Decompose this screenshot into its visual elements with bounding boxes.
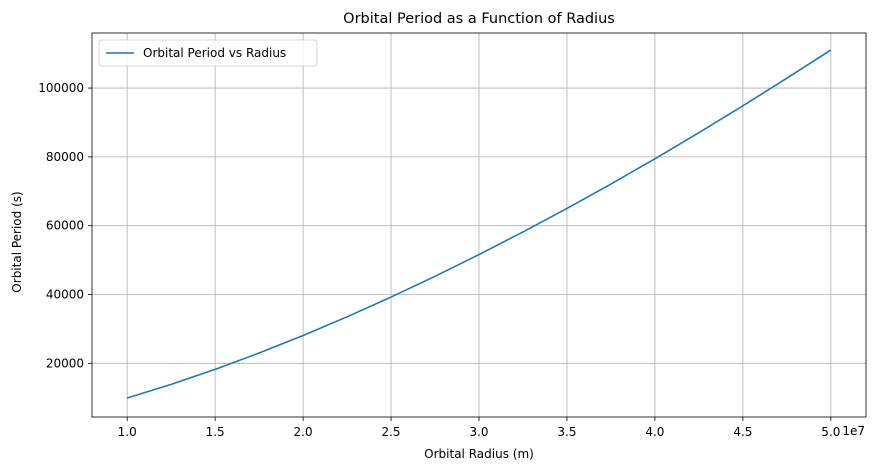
y-axis-label: Orbital Period (s): [10, 191, 24, 292]
chart-title: Orbital Period as a Function of Radius: [343, 11, 615, 27]
y-tick-label: 20000: [46, 356, 84, 370]
legend: Orbital Period vs Radius: [98, 39, 318, 67]
x-tick-label: 3.0: [469, 425, 488, 439]
x-tick-label: 5.0: [821, 425, 840, 439]
y-tick-label: 60000: [46, 219, 84, 233]
series-layer: [126, 49, 832, 399]
tick-marks: 1.0 1.5 2.0 2.5 3.0 3.5 4.0 4.5 5.0 20000 40000 600…: [38, 81, 840, 439]
legend-label: Orbital Period vs Radius: [143, 46, 286, 60]
series-line: [126, 49, 832, 399]
x-tick-label: 2.0: [294, 425, 313, 439]
y-tick-label: 100000: [38, 81, 84, 95]
legend-box: [98, 39, 318, 67]
y-tick-label: 40000: [46, 288, 84, 302]
x-tick-label: 4.5: [733, 425, 752, 439]
y-tick-label: 80000: [46, 150, 84, 164]
x-axis-offset-label: 1e7: [842, 424, 865, 438]
x-tick-label: 2.5: [381, 425, 400, 439]
x-tick-label: 3.5: [557, 425, 576, 439]
grid-lines: [92, 33, 866, 417]
x-axis-label: Orbital Radius (m): [424, 447, 534, 461]
x-tick-label: 1.0: [118, 425, 137, 439]
x-tick-label: 1.5: [206, 425, 225, 439]
x-tick-label: 4.0: [645, 425, 664, 439]
